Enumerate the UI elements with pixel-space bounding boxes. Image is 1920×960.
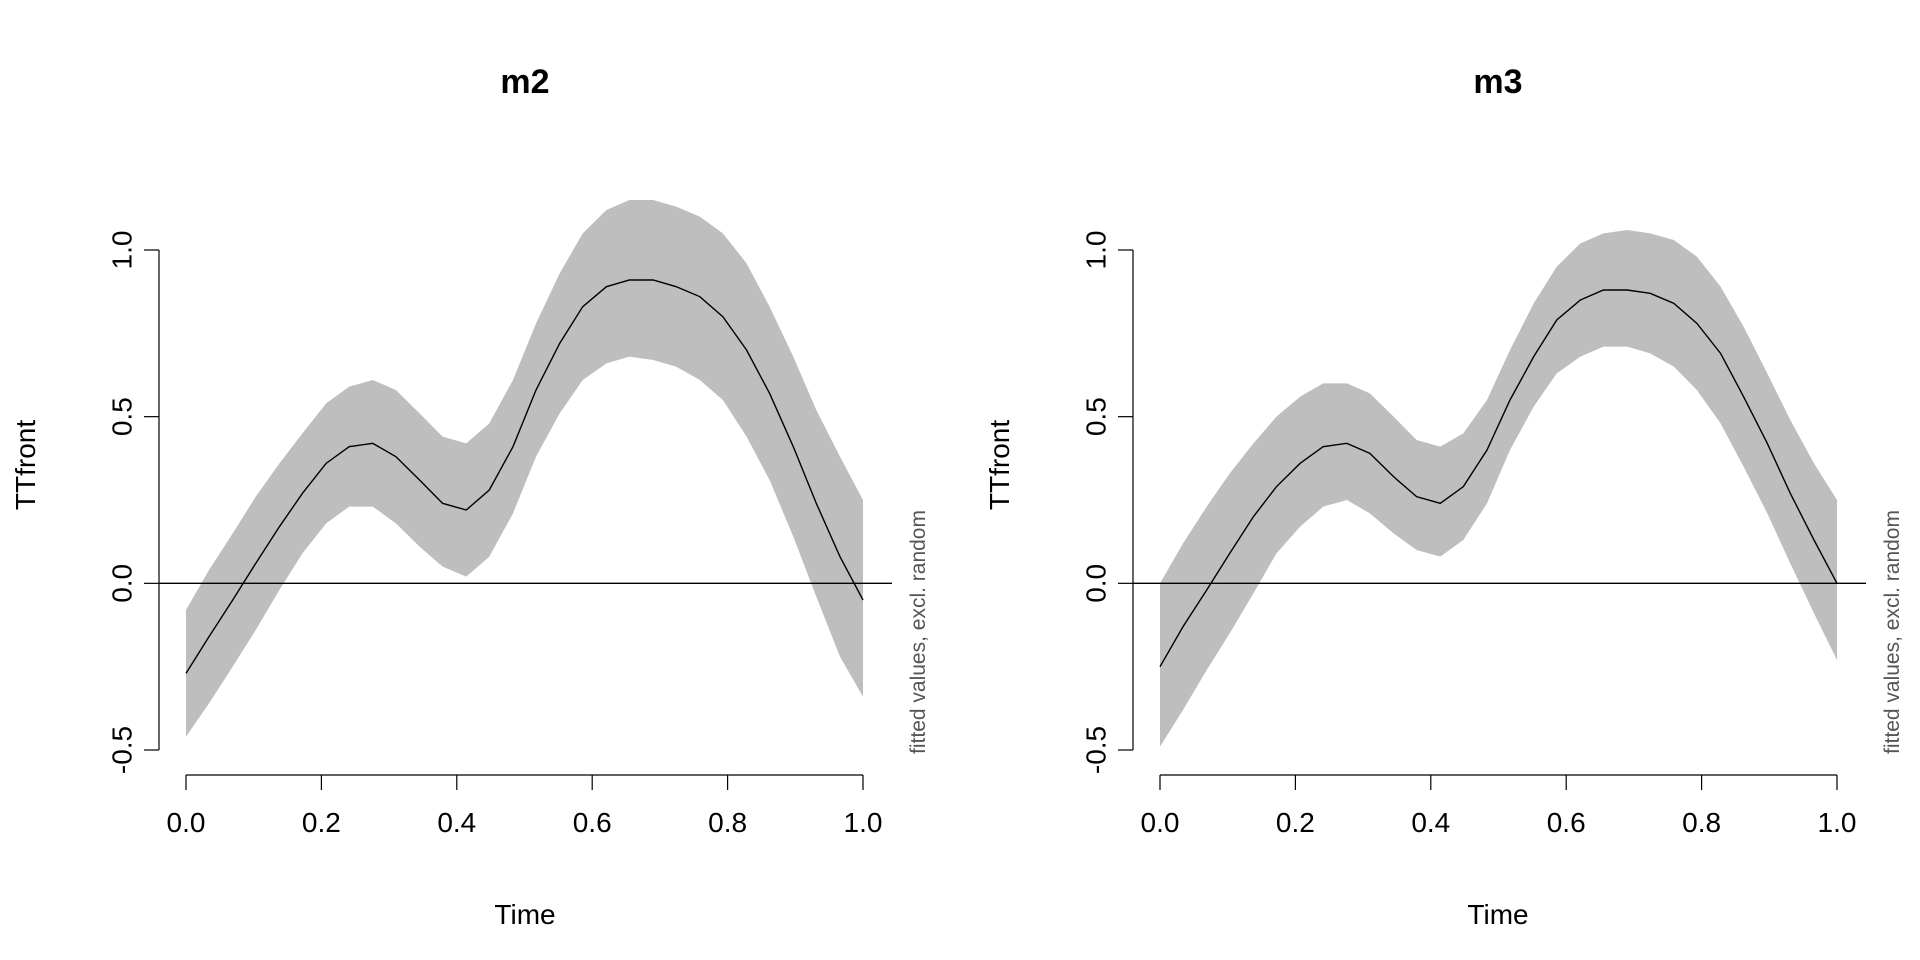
- y-tick-label: 1.0: [106, 231, 137, 270]
- x-axis-label: Time: [494, 899, 555, 930]
- fitted-values-note: fitted values, excl. random: [907, 510, 930, 754]
- x-tick-label: 0.6: [573, 807, 612, 838]
- fitted-line: [185, 279, 864, 674]
- confidence-band: [186, 200, 863, 737]
- chart-title: m2: [500, 63, 549, 101]
- confidence-band: [1160, 230, 1837, 747]
- x-axis-label: Time: [1467, 899, 1528, 930]
- fitted-line: [1159, 289, 1838, 668]
- y-axis-label: TTfront: [10, 420, 41, 510]
- y-tick-label: 0.0: [1080, 564, 1111, 603]
- x-tick-label: 0.6: [1547, 807, 1586, 838]
- y-tick-label: 0.0: [106, 564, 137, 603]
- y-tick-label: 1.0: [1080, 231, 1111, 270]
- fitted-values-note: fitted values, excl. random: [1881, 510, 1904, 754]
- x-tick-label: 1.0: [1818, 807, 1857, 838]
- x-tick-label: 0.2: [302, 807, 341, 838]
- chart-title: m3: [1473, 63, 1522, 101]
- x-tick-label: 0.4: [1411, 807, 1450, 838]
- y-tick-label: -0.5: [106, 726, 137, 774]
- chart-panel-m2: -0.5 0.0 0.5 1.0 0.0 0.2 0.4 0.6 0.8 1.0 m2 Time TTf…: [10, 63, 930, 930]
- x-tick-label: 0.4: [437, 807, 476, 838]
- chart-panel-m3: -0.5 0.0 0.5 1.0 0.0 0.2 0.4 0.6 0.8 1.0 m3 Time TTf…: [984, 63, 1904, 930]
- x-tick-label: 0.8: [708, 807, 747, 838]
- y-tick-label: 0.5: [106, 397, 137, 436]
- x-tick-label: 0.8: [1682, 807, 1721, 838]
- x-tick-label: 0.0: [167, 807, 206, 838]
- x-tick-label: 0.2: [1276, 807, 1315, 838]
- x-tick-label: 1.0: [844, 807, 883, 838]
- x-tick-label: 0.0: [1141, 807, 1180, 838]
- y-tick-label: 0.5: [1080, 397, 1111, 436]
- y-axis-label: TTfront: [984, 420, 1015, 510]
- y-tick-label: -0.5: [1080, 726, 1111, 774]
